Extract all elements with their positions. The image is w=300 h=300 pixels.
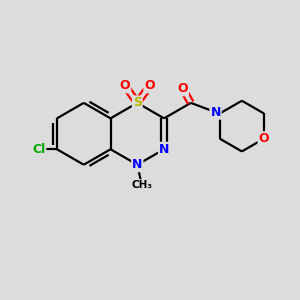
Text: S: S — [133, 96, 142, 110]
Text: O: O — [144, 79, 155, 92]
Text: Cl: Cl — [32, 143, 45, 156]
Text: O: O — [259, 132, 269, 145]
Text: N: N — [159, 143, 169, 156]
Text: O: O — [177, 82, 188, 95]
Text: N: N — [132, 158, 142, 171]
Text: N: N — [210, 106, 221, 119]
Text: O: O — [120, 79, 130, 92]
Text: CH₃: CH₃ — [131, 180, 152, 190]
